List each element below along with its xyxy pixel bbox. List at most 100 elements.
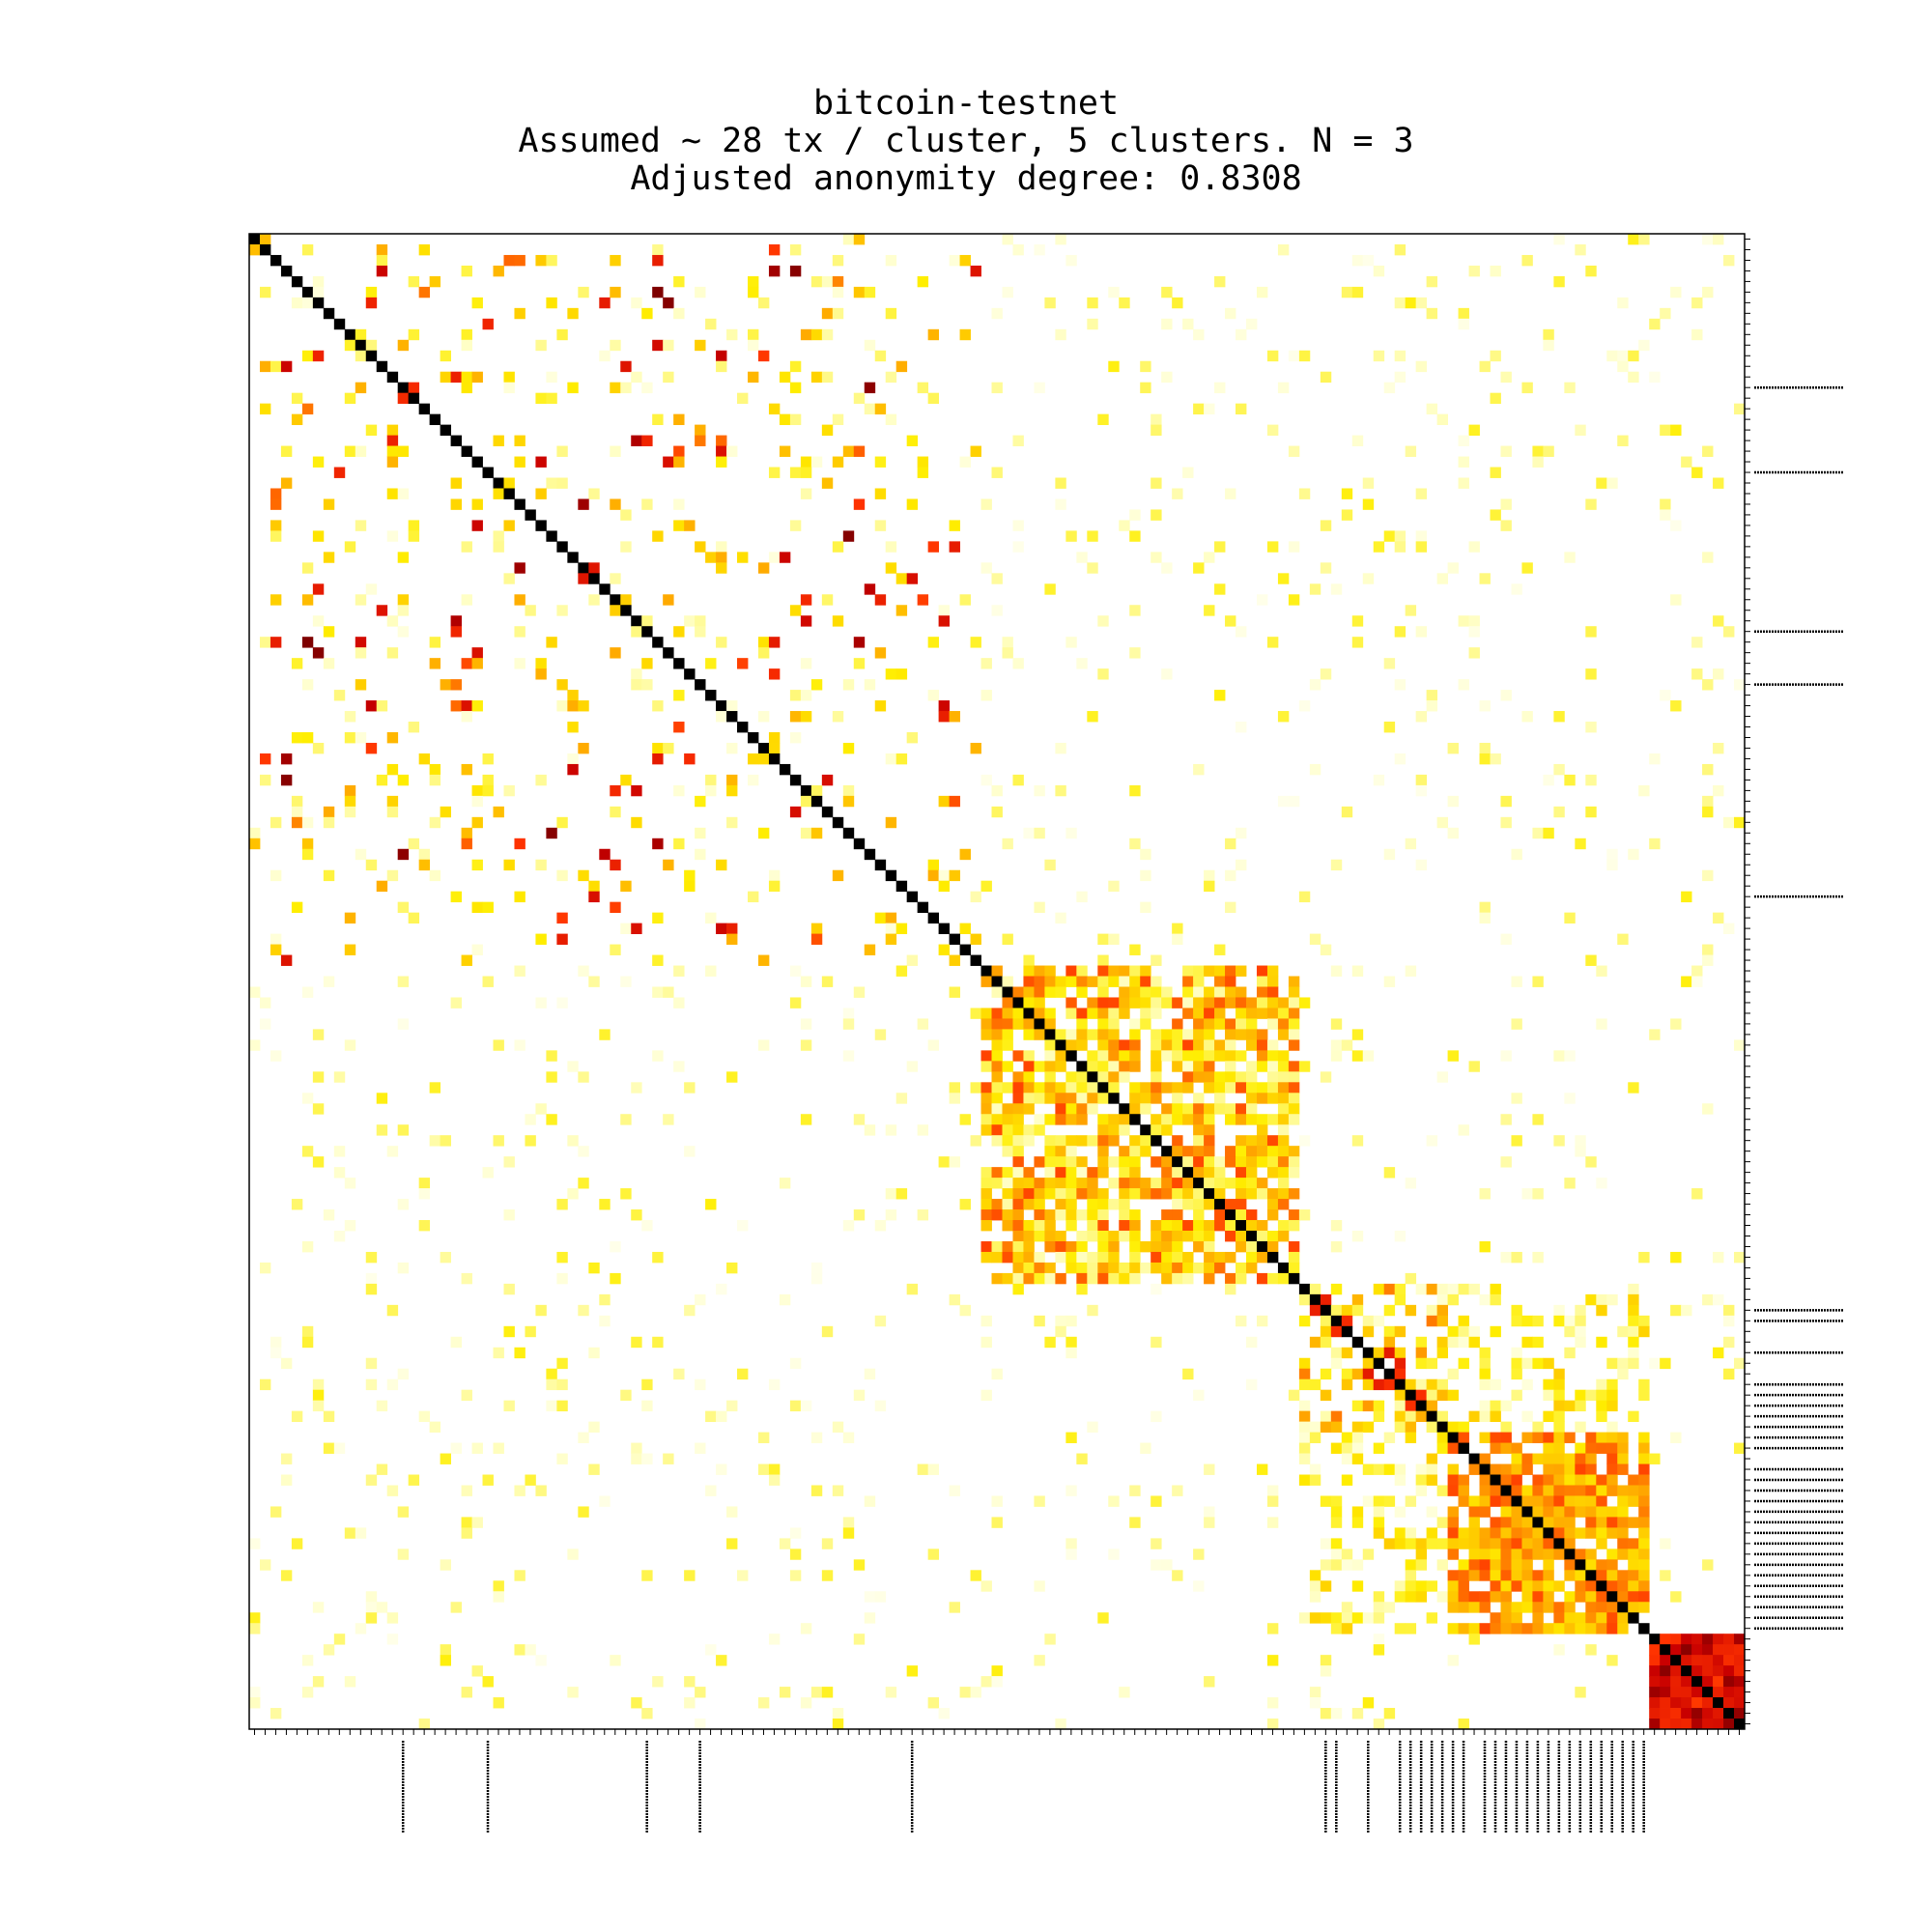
heatmap-cell (461, 700, 472, 712)
heatmap-cell (1266, 1199, 1279, 1210)
heatmap-cell (1055, 1103, 1066, 1115)
heatmap-cell (1151, 1082, 1162, 1094)
heatmap-cell (695, 1293, 706, 1306)
heatmap-cell (1097, 1124, 1109, 1136)
heatmap-cell (1723, 816, 1735, 829)
heatmap-cell (842, 679, 855, 691)
heatmap-cell (1702, 1676, 1714, 1688)
heatmap-cell (663, 456, 674, 468)
heatmap-cell (757, 1697, 770, 1709)
heatmap-cell (461, 371, 472, 384)
heatmap-cell (980, 1114, 992, 1125)
heatmap-cell (1044, 1039, 1056, 1051)
heatmap-cell (1266, 1517, 1279, 1528)
heatmap-cell (906, 732, 919, 744)
heatmap-cell (1065, 1209, 1077, 1221)
heatmap-cell (397, 1368, 410, 1380)
heatmap-cell (1500, 1114, 1512, 1125)
heatmap-cell (1723, 1719, 1735, 1730)
heatmap-cell (1214, 1039, 1226, 1051)
heatmap-cell (970, 1135, 981, 1147)
heatmap-cell (885, 307, 897, 320)
heatmap-diagonal-cell (1341, 1325, 1353, 1338)
heatmap-cell (1097, 1612, 1109, 1624)
heatmap-cell (1383, 1304, 1396, 1317)
heatmap-cell (1044, 986, 1056, 998)
heatmap-cell (980, 1093, 992, 1104)
heatmap-cell (1034, 243, 1045, 256)
heatmap-cell (1065, 1240, 1077, 1253)
heatmap-cell (1076, 891, 1088, 903)
heatmap-diagonal-cell (1702, 1687, 1714, 1698)
heatmap-cell (1065, 530, 1077, 542)
heatmap-cell (408, 912, 420, 924)
heatmap-cell (344, 795, 356, 808)
heatmap-cell (1585, 1517, 1597, 1528)
heatmap-cell (1151, 1071, 1162, 1083)
heatmap-cell (1288, 1389, 1300, 1402)
heatmap-cell (355, 679, 367, 691)
heatmap-cell (556, 605, 568, 616)
heatmap-diagonal-cell (1415, 1400, 1428, 1412)
heatmap-cell (1076, 1251, 1088, 1264)
heatmap-cell (1606, 1517, 1618, 1528)
heatmap-cell (1521, 562, 1533, 574)
heatmap-cell (1351, 1135, 1364, 1147)
heatmap-cell (301, 1093, 314, 1104)
heatmap-cell (757, 647, 770, 659)
heatmap-cell (1129, 1220, 1141, 1232)
heatmap-cell (1511, 1093, 1522, 1104)
heatmap-cell (1479, 901, 1491, 914)
heatmap-cell (556, 700, 568, 712)
heatmap-cell (1543, 1485, 1554, 1496)
heatmap-cell (906, 498, 919, 510)
heatmap-cell (959, 923, 971, 934)
heatmap-cell (355, 350, 367, 362)
heatmap-cell (1108, 1008, 1120, 1019)
heatmap-cell (1341, 1347, 1353, 1359)
heatmap-cell (1330, 1538, 1343, 1549)
heatmap-cell (1182, 1114, 1194, 1125)
heatmap-cell (810, 1687, 823, 1698)
heatmap-cell (1585, 1559, 1597, 1571)
heatmap-cell (1458, 477, 1469, 489)
heatmap-cell (1161, 1039, 1173, 1051)
heatmap-cell (1553, 1304, 1565, 1317)
heatmap-cell (1277, 1220, 1290, 1232)
heatmap-cell (1225, 307, 1236, 320)
heatmap-cell (1585, 1612, 1597, 1624)
heatmap-cell (1288, 986, 1300, 998)
heatmap-cell (980, 562, 992, 574)
heatmap-cell (493, 1135, 504, 1147)
heatmap-cell (885, 562, 897, 574)
heatmap-cell (1521, 711, 1533, 723)
heatmap-cell (631, 435, 642, 446)
heatmap-cell (1447, 1463, 1459, 1475)
heatmap-cell (546, 1071, 557, 1083)
heatmap-cell (1298, 1421, 1311, 1433)
heatmap-cell (1575, 1315, 1586, 1327)
heatmap-cell (1151, 1251, 1162, 1264)
heatmap-cell (1266, 1167, 1279, 1179)
heatmap-cell (1691, 467, 1703, 478)
heatmap-diagonal-cell (1140, 1124, 1151, 1136)
heatmap-cell (567, 382, 579, 394)
heatmap-cell (1172, 1209, 1183, 1221)
heatmap-cell (789, 605, 802, 616)
heatmap-cell (1405, 1304, 1417, 1317)
heatmap-cell (1723, 254, 1735, 267)
heatmap-cell (1447, 1570, 1459, 1581)
heatmap-cell (1182, 965, 1194, 977)
heatmap-cell (1256, 1061, 1268, 1072)
heatmap-cell (1468, 1623, 1480, 1634)
heatmap-cell (1553, 275, 1565, 288)
heatmap-cell (631, 668, 642, 680)
heatmap-cell (1119, 1167, 1130, 1179)
heatmap-cell (991, 1050, 1003, 1062)
heatmap-cell (1553, 1580, 1565, 1592)
heatmap-cell (1140, 965, 1151, 977)
heatmap-cell (768, 552, 781, 563)
heatmap-cell (1277, 1082, 1290, 1094)
heatmap-cell (1108, 1178, 1120, 1189)
heatmap-cell (1426, 1463, 1438, 1475)
